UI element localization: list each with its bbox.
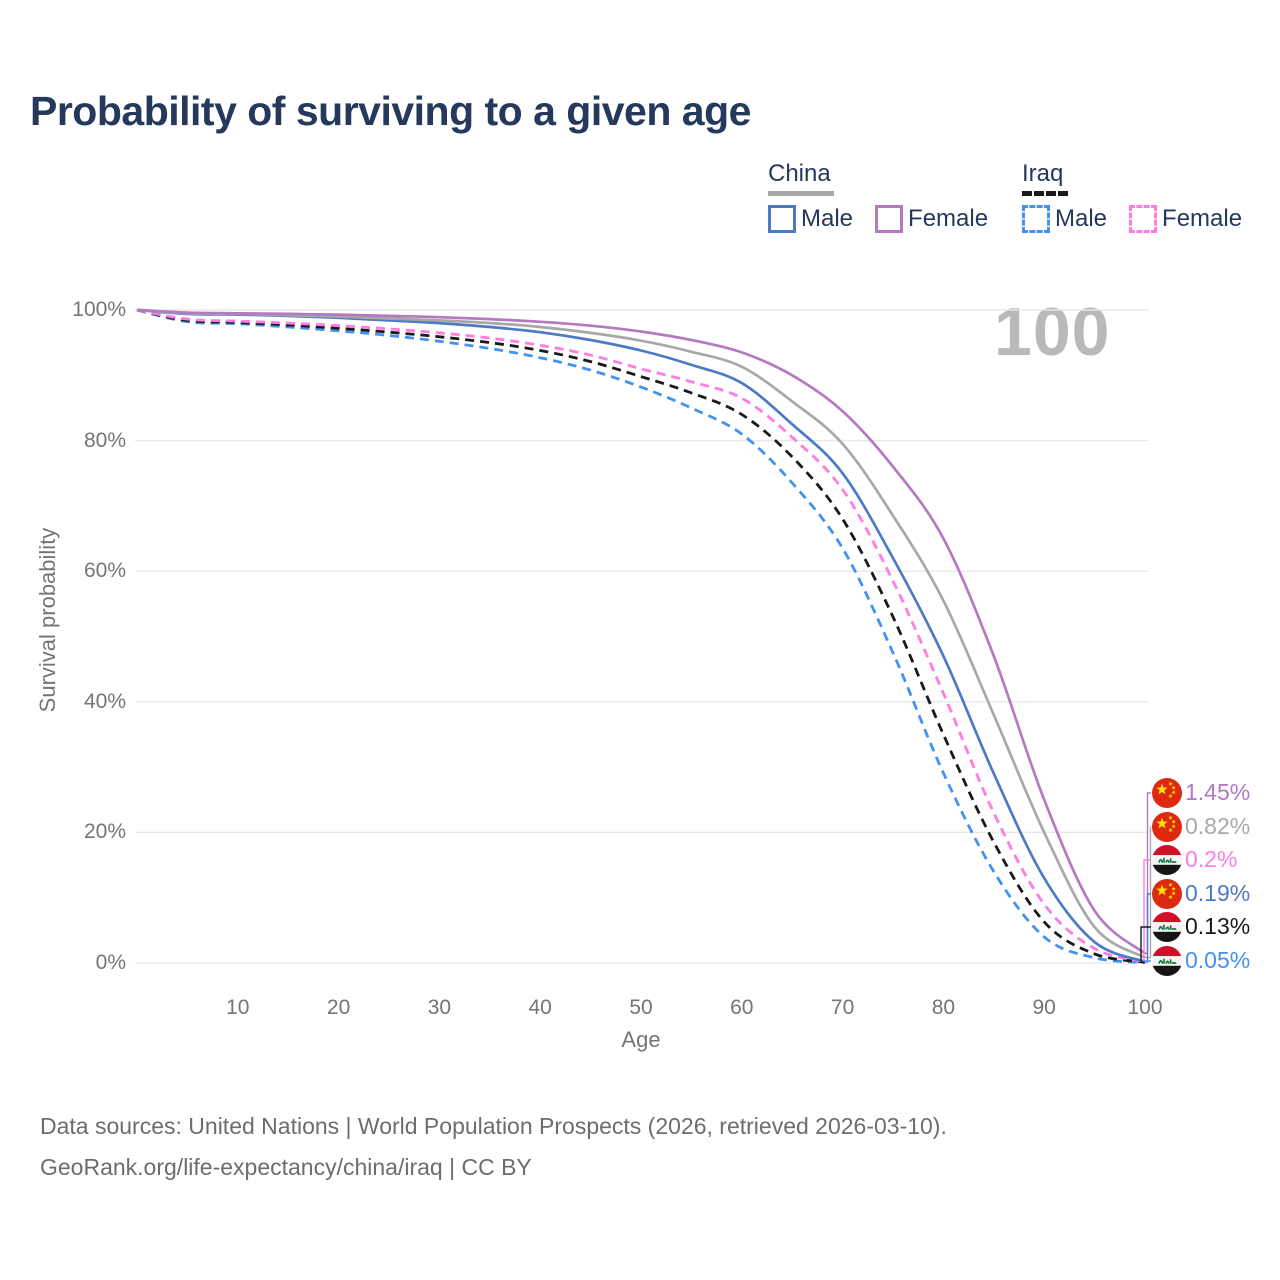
china-female-swatch-icon <box>875 205 904 233</box>
y-tick-label: 40% <box>83 689 126 713</box>
end-label-value: 0.13% <box>1185 913 1251 939</box>
y-tick-label: 100% <box>72 298 126 321</box>
china-flag-icon <box>1152 812 1182 842</box>
legend-item-label: Female <box>908 205 989 232</box>
end-label-connector <box>1140 926 1151 963</box>
series-line-china-both-sexes[interactable] <box>136 308 1146 959</box>
y-tick-label: 0% <box>95 951 126 974</box>
iraq-flag-icon <box>1152 845 1182 875</box>
x-tick-label: 10 <box>226 996 250 1019</box>
legend-item-label: Female <box>1162 205 1243 232</box>
source-url-line: GeoRank.org/life-expectancy/china/iraq |… <box>40 1154 532 1180</box>
legend-item-label: Male <box>1055 205 1108 232</box>
legend-item-iraq-male[interactable]: Male <box>1022 205 1107 233</box>
series-line-iraq-male[interactable] <box>136 308 1146 965</box>
china-male-swatch-icon <box>768 205 796 233</box>
x-tick-label: 50 <box>629 996 653 1019</box>
x-tick-label: 70 <box>830 996 855 1019</box>
x-tick-label: 60 <box>730 996 754 1019</box>
legend-item-china-male[interactable]: Male <box>768 205 853 233</box>
series-line-china-female[interactable] <box>136 308 1146 955</box>
data-sources-line: Data sources: United Nations | World Pop… <box>40 1113 947 1139</box>
legend-header-china[interactable]: China <box>768 160 831 187</box>
hovered-age-watermark: 100 <box>994 294 1111 370</box>
iraq-flag-icon <box>1152 912 1182 942</box>
x-tick-label: 80 <box>931 996 956 1019</box>
end-label-value: 0.2% <box>1185 846 1238 872</box>
x-tick-label: 100 <box>1127 996 1163 1019</box>
iraq-flag-icon <box>1152 946 1182 976</box>
x-axis-title: Age <box>621 1027 661 1052</box>
x-tick-label: 90 <box>1032 996 1056 1019</box>
x-tick-label: 30 <box>427 996 452 1019</box>
legend-item-china-female[interactable]: Female <box>875 205 988 233</box>
iraq-male-swatch-icon <box>1022 205 1050 233</box>
legend-group-iraq: Iraq Male Female <box>1022 160 1242 233</box>
legend-item-iraq-female[interactable]: Female <box>1129 205 1242 233</box>
series-line-iraq-female[interactable] <box>136 308 1146 964</box>
y-tick-label: 60% <box>83 559 126 583</box>
end-label-value: 0.82% <box>1185 813 1251 839</box>
china-flag-icon <box>1152 778 1182 808</box>
end-label-connector <box>1145 893 1151 963</box>
end-label-value: 1.45% <box>1185 779 1251 805</box>
series-line-iraq-both-sexes[interactable] <box>136 308 1146 964</box>
legend-item-label: Male <box>801 205 854 232</box>
iraq-female-swatch-icon <box>1129 205 1158 233</box>
china-flag-icon <box>1152 879 1182 909</box>
legend-china-line-swatch <box>768 191 834 196</box>
legend-header-iraq[interactable]: Iraq <box>1022 160 1064 187</box>
footer-citation: Data sources: United Nations | World Pop… <box>40 1106 947 1188</box>
x-tick-label: 20 <box>326 996 351 1019</box>
legend-iraq-line-swatch <box>1022 191 1068 196</box>
y-tick-label: 20% <box>83 820 126 844</box>
end-label-connector <box>1145 792 1151 955</box>
y-tick-label: 80% <box>83 428 126 452</box>
end-label-value: 0.19% <box>1185 880 1251 906</box>
legend-group-china: China Male Female <box>768 160 988 233</box>
end-label-connector <box>1144 960 1151 963</box>
end-label-value: 0.05% <box>1185 947 1251 973</box>
chart-title: Probability of surviving to a given age <box>30 88 751 134</box>
series-line-china-male[interactable] <box>136 308 1146 964</box>
x-tick-label: 40 <box>528 996 552 1019</box>
